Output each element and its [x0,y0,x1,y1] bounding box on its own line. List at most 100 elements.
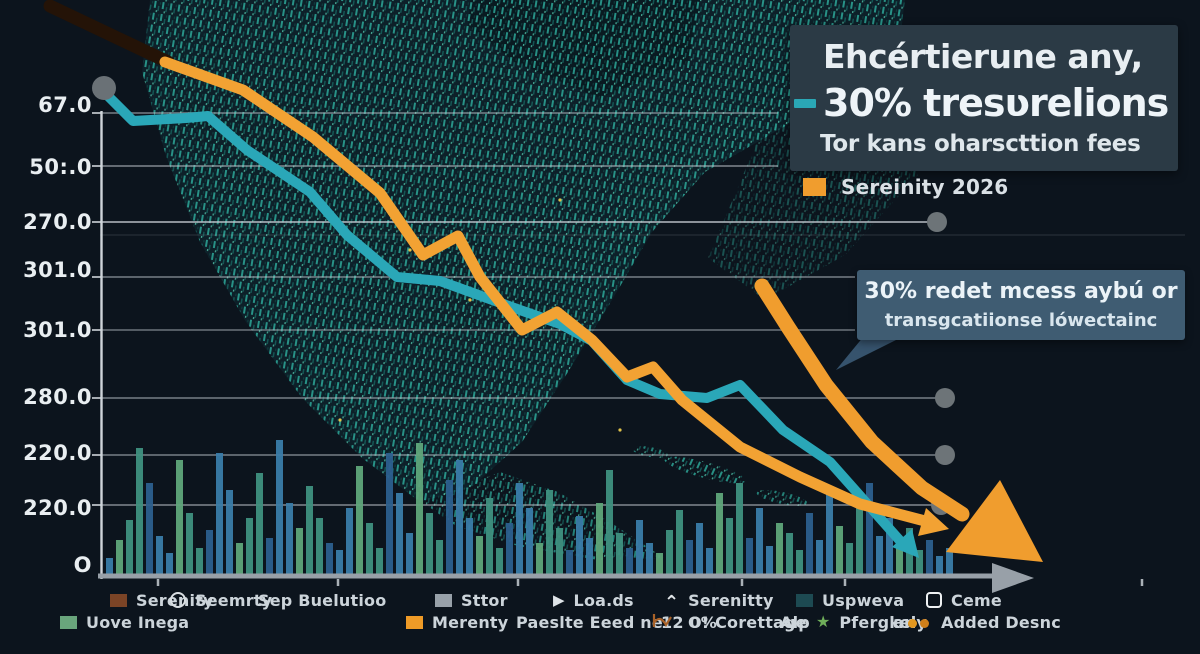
bar [106,558,113,578]
bar [776,523,783,578]
y-axis-label: 220.0 [23,441,92,465]
bar [156,536,163,578]
callout-tail [836,336,900,370]
bar [446,480,453,578]
bar [426,513,433,578]
legend-label: Loa.ds [573,590,634,610]
chevron-up-icon: ⌃ [664,591,680,613]
legend-label: O! Corettage [688,612,807,632]
orange-arrowhead [918,508,949,536]
bar [806,513,813,578]
bar [206,530,213,578]
big-orange-arrowhead [946,480,1043,562]
bar [896,543,903,578]
bar [536,543,543,578]
callout-line-2: transgcatiionse lówectainc [884,310,1158,331]
bar [736,483,743,578]
gridline-end-dot [935,445,955,465]
bar [326,543,333,578]
bar [516,483,523,578]
bar [196,548,203,578]
series-legend-label: Sereinity 2026 [841,175,1009,199]
legend-item-uove-inega: Uove Inega [60,612,189,632]
legend-label: Uove Inega [86,612,190,632]
bar [406,533,413,578]
bar [586,538,593,578]
square-swatch-icon [406,615,423,629]
map-texture-central-america [422,472,664,560]
x-axis-arrowhead [992,563,1034,593]
bar [146,483,153,578]
bar [246,518,253,578]
map-texture-main [142,0,905,502]
orange-dot-icon [908,618,917,628]
series-legend: Sereinity 2026 [803,175,1008,199]
headline-box: Ehcértierune any, 30% tresʋrelions Tor k… [790,25,1178,171]
map-texture-island [756,490,808,506]
bar [676,510,683,578]
bar [916,550,923,578]
legend-item-alp: Alp [780,612,810,632]
y-axis-label: 301.0 [23,318,92,342]
bar [686,540,693,578]
bar [376,548,383,578]
bar [236,543,243,578]
legend-label: Pfergkely [839,612,928,632]
y-axis-label: O [74,553,92,577]
bar [626,548,633,578]
bar [356,466,363,578]
orange-dots-icon [908,613,932,632]
circle-icon [170,592,186,608]
bar [936,556,943,578]
bar [186,513,193,578]
bar [276,440,283,578]
headline-line-1: Ehcértierune any, [823,37,1143,76]
headline-line-3: Tor kans oharscttion fees [820,131,1141,157]
bar [696,523,703,578]
bar [256,473,263,578]
bar [666,530,673,578]
legend-label: Alp [780,612,810,632]
legend-item-uspweva: Uspweva [796,590,904,610]
gridline-end-dot [927,212,947,232]
bar [816,540,823,578]
y-axis-label: 67.0 [38,93,92,117]
y-axis-label: 280.0 [23,385,92,409]
legend-item-seemrty: Seemrty [170,590,272,610]
bar [456,460,463,578]
star-icon: ★ [816,612,831,631]
legend-item-paeslte-eeed-ne: Paeslte Eeed ne [516,612,663,632]
bar [756,508,763,578]
bar [646,543,653,578]
bar [636,520,643,578]
bar [466,518,473,578]
orange-trend-line [159,56,931,527]
legend-label: Sttor [461,590,508,610]
bar [416,443,423,578]
square-swatch-icon [110,593,127,607]
legend-item-loa-ds: ▶ Loa.ds [553,590,634,610]
bar [606,470,613,578]
bar [846,543,853,578]
legend-item-ceme: Ceme [926,590,1002,610]
square-swatch-icon [435,593,452,607]
bar [176,460,183,578]
bar [616,533,623,578]
bar [336,550,343,578]
teal-dash-icon [794,99,816,108]
bar [506,523,513,578]
legend-label: Seemrty [195,590,273,610]
bar [766,546,773,578]
bar [216,453,223,578]
play-icon: ▶ [553,590,565,609]
y-axis-label: 270.0 [23,210,92,234]
map-texture-caribbean [664,456,746,484]
bar [836,526,843,578]
y-axis-label: 301.0 [23,258,92,282]
bar [116,540,123,578]
y-axis-label: 50:.0 [29,155,92,179]
legend-label: Uspweva [822,590,905,610]
bar [436,540,443,578]
headline-line-2: 30% tresʋrelions [823,81,1169,125]
bar [876,536,883,578]
